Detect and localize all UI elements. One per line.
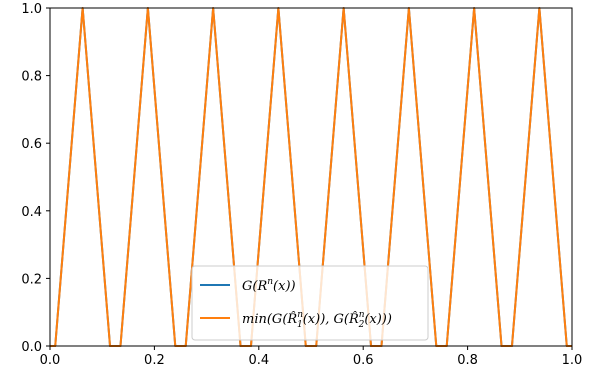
y-tick-label: 0.4 [21,205,42,220]
x-tick-label: 0.4 [248,353,269,368]
legend-label-series-1: G(Rn(x)) [242,277,296,294]
plot-frame [49,7,573,347]
x-tick-label: 0.8 [457,353,478,368]
y-tick-label: 0.0 [21,340,42,355]
x-tick-label: 0.6 [353,353,374,368]
legend: G(Rn(x)) min(G(R̂n 1(x)), G(R̂n 2(x))) [191,265,429,341]
y-tick-label: 0.8 [21,70,42,85]
y-tick-label: 0.6 [21,137,42,152]
x-tick-label: 0.0 [40,353,61,368]
y-tick-label: 0.2 [21,272,42,287]
axes: 0.0 0.2 0.4 0.6 0.8 1.0 0.0 0.2 0.4 0.6 0.8 1.0 [21,2,582,368]
y-tick-label: 1.0 [21,2,42,17]
x-tick-label: 0.2 [144,353,165,368]
x-tick-label: 1.0 [562,353,583,368]
legend-label-series-2: min(G(R̂n 1(x)), G(R̂n 2(x))) [242,310,392,330]
legend-box [191,265,429,341]
